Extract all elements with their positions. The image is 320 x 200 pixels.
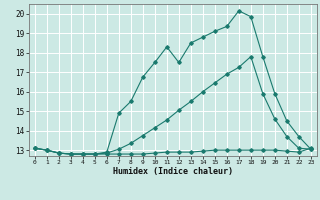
X-axis label: Humidex (Indice chaleur): Humidex (Indice chaleur) xyxy=(113,167,233,176)
